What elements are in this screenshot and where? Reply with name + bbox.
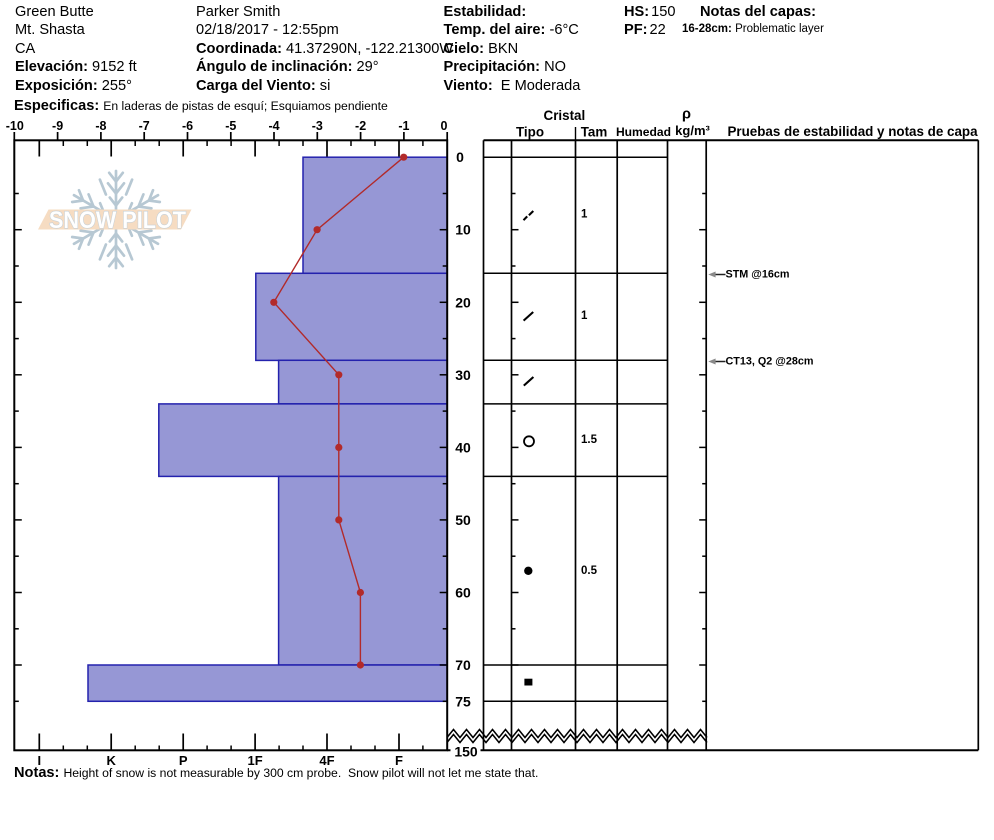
svg-text:1.5: 1.5 [581, 434, 598, 446]
svg-text:-3: -3 [312, 119, 323, 133]
svg-text:150: 150 [454, 744, 478, 760]
svg-text:K: K [107, 753, 117, 768]
svg-text:-8: -8 [95, 119, 106, 133]
svg-text:Tipo: Tipo [516, 124, 544, 139]
svg-text:-6: -6 [182, 119, 193, 133]
svg-text:20: 20 [455, 294, 471, 310]
svg-text:-2: -2 [355, 119, 366, 133]
svg-text:Tam: Tam [581, 124, 608, 139]
svg-text:F: F [395, 753, 403, 768]
svg-text:Pruebas de estabilidad y notas: Pruebas de estabilidad y notas de capa [727, 124, 978, 139]
svg-text:60: 60 [455, 585, 471, 601]
svg-text:kg/m³: kg/m³ [675, 123, 710, 138]
svg-text:0.5: 0.5 [581, 565, 598, 577]
svg-text:-1: -1 [398, 119, 409, 133]
svg-text:CT13, Q2 @28cm: CT13, Q2 @28cm [726, 356, 814, 368]
svg-text:1: 1 [581, 209, 588, 221]
svg-text:-5: -5 [225, 119, 236, 133]
svg-text:70: 70 [455, 657, 471, 673]
svg-text:Cristal: Cristal [544, 108, 586, 123]
svg-text:-4: -4 [268, 119, 279, 133]
svg-text:30: 30 [455, 367, 471, 383]
svg-text:75: 75 [455, 693, 471, 709]
svg-text:SNOW PILOT: SNOW PILOT [49, 207, 186, 234]
svg-text:ρ: ρ [682, 107, 691, 123]
svg-text:-10: -10 [6, 119, 24, 133]
svg-text:0: 0 [441, 119, 448, 133]
svg-text:I: I [37, 753, 41, 768]
svg-text:-7: -7 [139, 119, 150, 133]
svg-text:1F: 1F [248, 753, 263, 768]
svg-text:10: 10 [455, 222, 471, 238]
svg-text:0: 0 [456, 149, 464, 165]
svg-text:-9: -9 [52, 119, 63, 133]
svg-text:1: 1 [581, 310, 588, 322]
svg-text:40: 40 [455, 439, 471, 455]
svg-text:50: 50 [455, 512, 471, 528]
svg-text:STM @16cm: STM @16cm [726, 269, 790, 281]
svg-text:P: P [179, 753, 188, 768]
svg-text:Humedad: Humedad [616, 125, 671, 139]
svg-text:4F: 4F [319, 753, 334, 768]
